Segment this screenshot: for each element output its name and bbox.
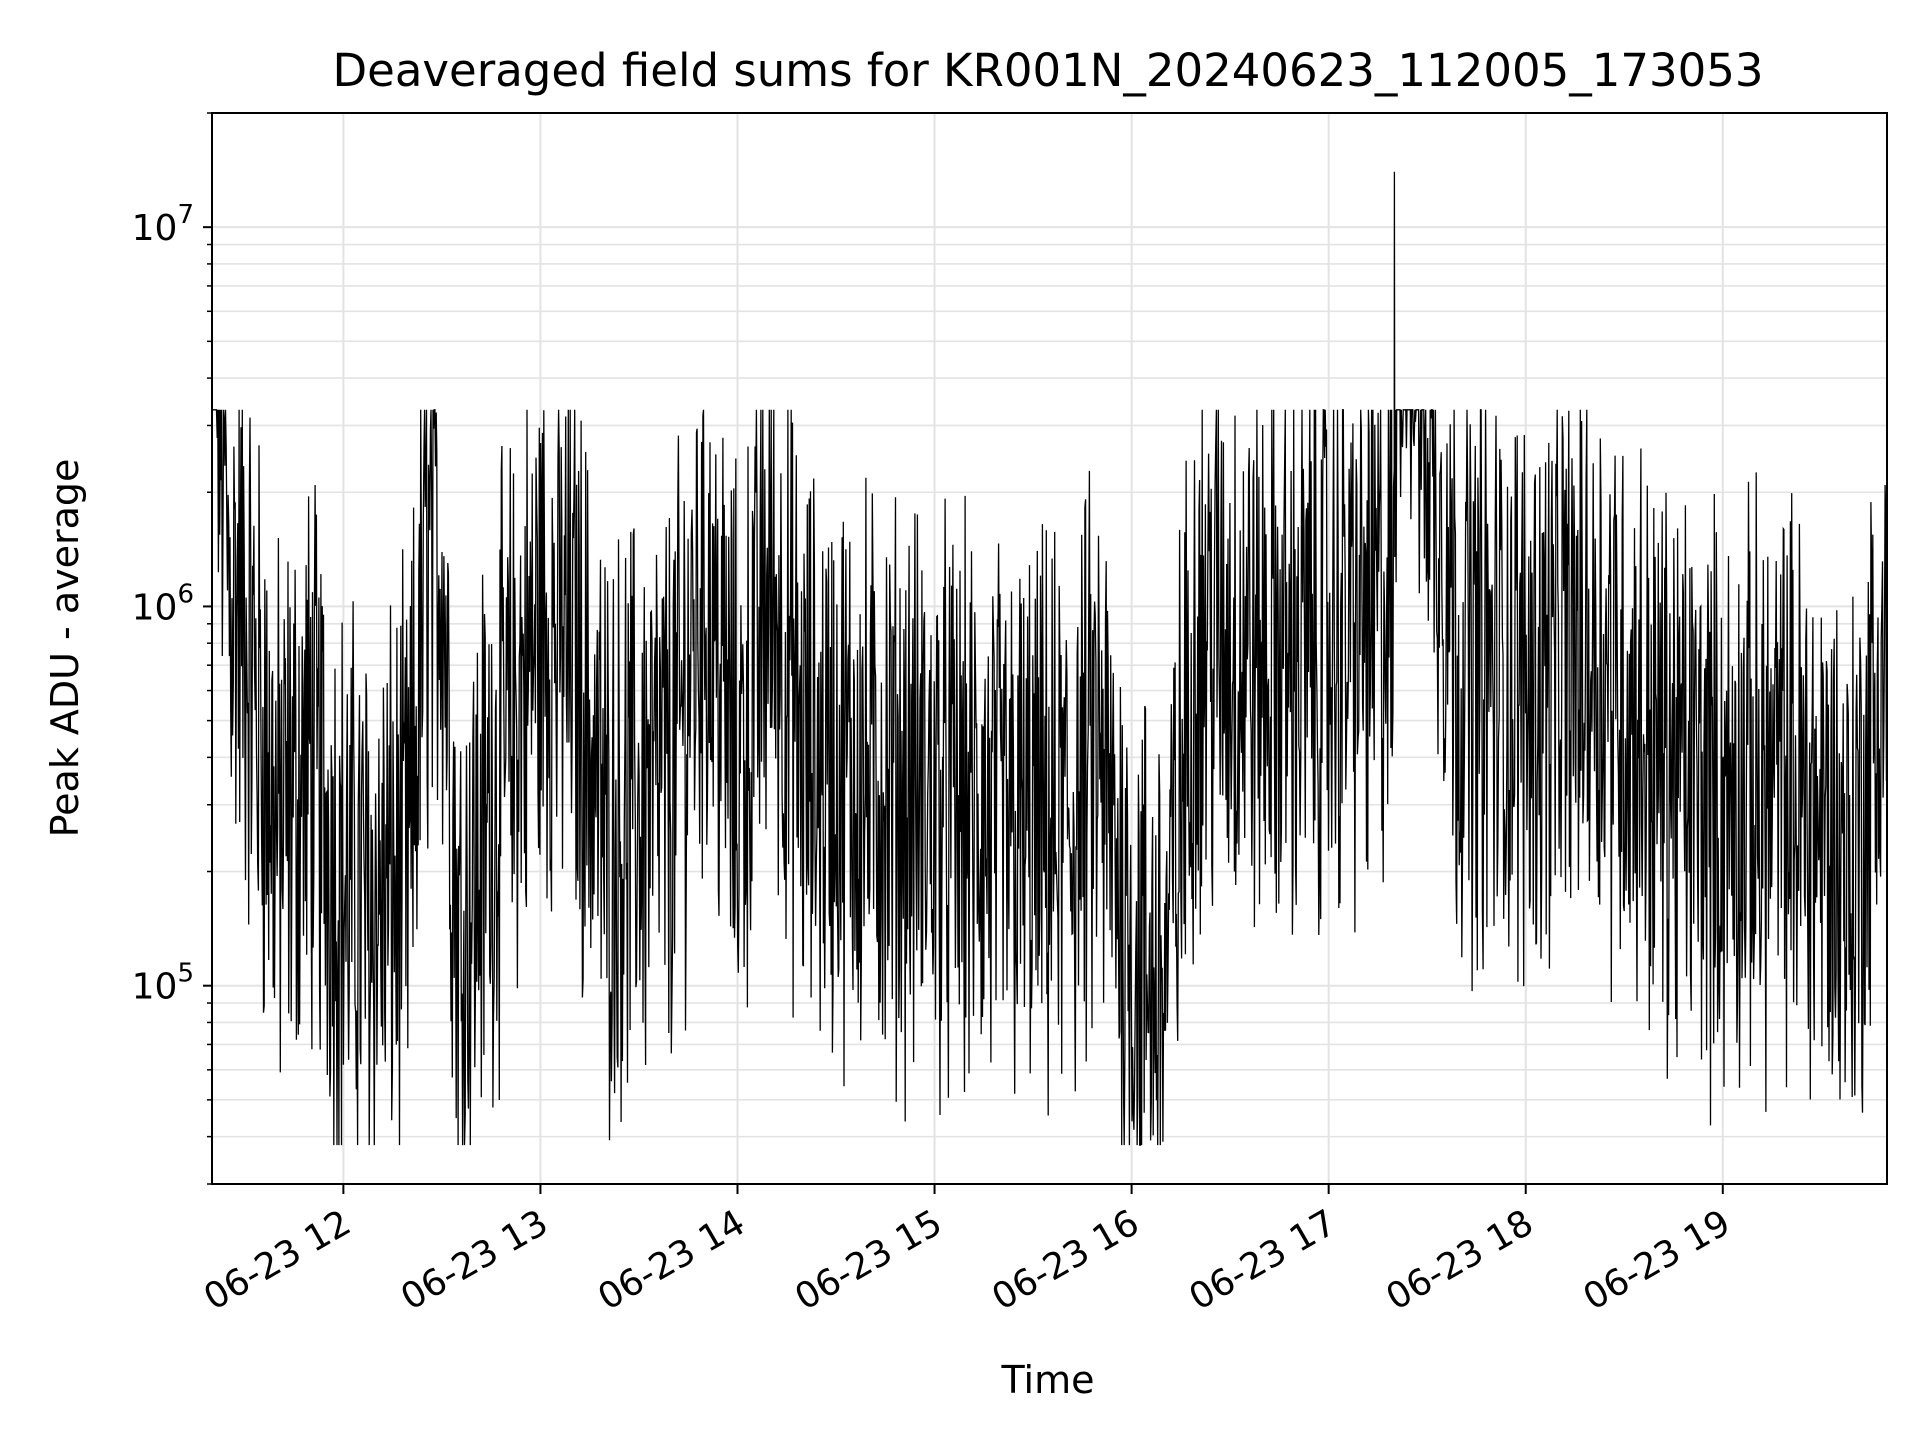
y-tick-exponent: 6 [177, 579, 194, 609]
y-axis-label: Peak ADU - average [43, 459, 87, 838]
x-tick-label: 06-23 12 [197, 1202, 358, 1318]
series-layer [212, 171, 1888, 1146]
y-tick-exponent: 5 [177, 959, 194, 989]
x-axis: 06-23 12 06-23 13 06-23 14 06-23 15 06-23 16… [197, 1184, 1737, 1319]
x-tick-label: 06-23 14 [591, 1202, 752, 1318]
y-tick-exponent: 7 [177, 200, 194, 230]
plot-frame [211, 112, 1888, 1185]
chart-title: Deaveraged field sums for KR001N_2024062… [333, 44, 1764, 97]
x-tick-label: 06-23 18 [1380, 1202, 1541, 1318]
y-tick-base: 10 [132, 208, 178, 249]
x-tick-label: 06-23 13 [394, 1202, 555, 1318]
y-tick-label: 107 [132, 200, 194, 249]
series-line [212, 171, 1888, 1146]
x-tick-label: 06-23 17 [1182, 1202, 1343, 1318]
x-axis-label: Time [1001, 1358, 1095, 1402]
y-tick-base: 10 [132, 967, 178, 1008]
y-tick-base: 10 [132, 587, 178, 628]
y-tick-label: 105 [132, 959, 194, 1008]
x-tick-label: 06-23 16 [985, 1202, 1146, 1318]
y-tick-label: 106 [132, 579, 194, 628]
x-tick-label: 06-23 19 [1577, 1202, 1738, 1318]
x-tick-label: 06-23 15 [788, 1202, 949, 1318]
